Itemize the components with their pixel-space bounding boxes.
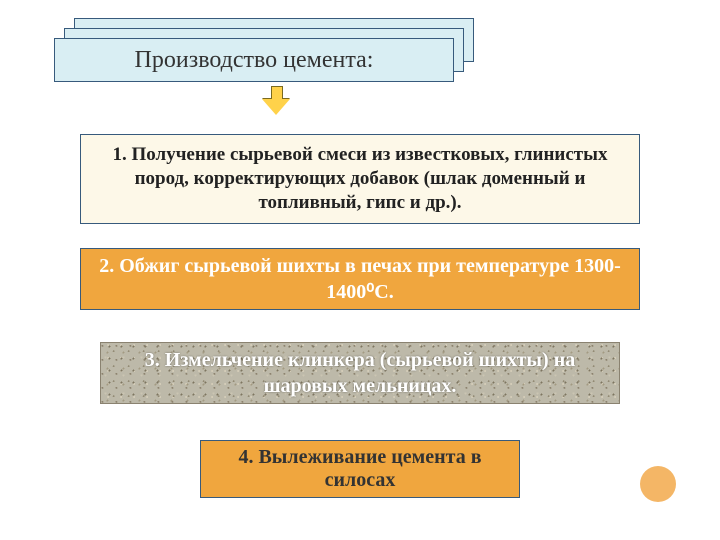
- step-3-text: 3. Измельчение клинкера (сырьевой шихты)…: [119, 347, 601, 399]
- title-stack: Производство цемента:: [54, 18, 484, 92]
- step-1-text: 1. Получение сырьевой смеси из известков…: [99, 143, 621, 214]
- decorative-circle: [640, 466, 676, 502]
- title-card-front: Производство цемента:: [54, 38, 454, 82]
- step-3-box: 3. Измельчение клинкера (сырьевой шихты)…: [100, 342, 620, 404]
- step-1-box: 1. Получение сырьевой смеси из известков…: [80, 134, 640, 224]
- step-4-text: 4. Вылеживание цемента в силосах: [219, 446, 501, 492]
- step-4-box: 4. Вылеживание цемента в силосах: [200, 440, 520, 498]
- down-arrow-icon: [262, 86, 290, 122]
- step-2-text: 2. Обжиг сырьевой шихты в печах при темп…: [99, 253, 621, 305]
- step-2-box: 2. Обжиг сырьевой шихты в печах при темп…: [80, 248, 640, 310]
- slide-title: Производство цемента:: [135, 47, 374, 74]
